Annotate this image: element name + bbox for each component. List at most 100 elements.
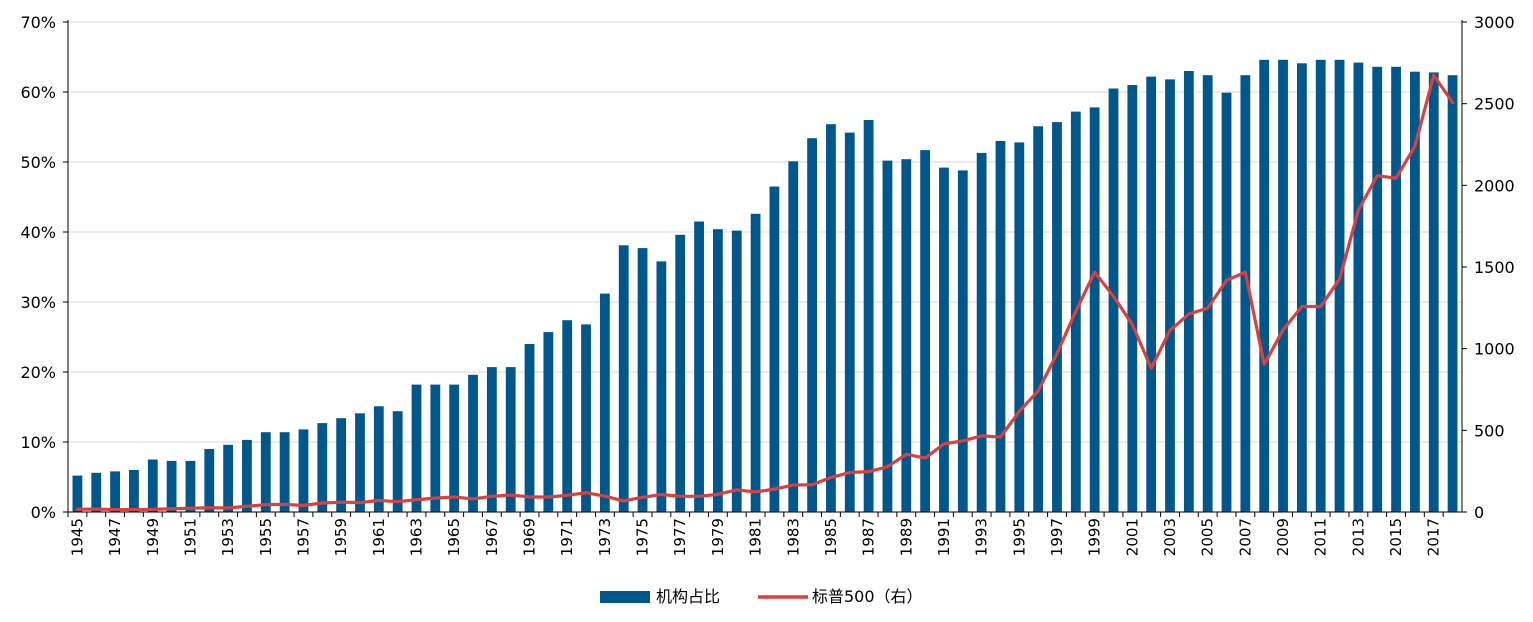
sp500-point-1957	[302, 504, 305, 507]
sp500-point-1972	[585, 492, 587, 494]
x-tick-label: 1975	[634, 518, 652, 556]
sp500-point-1976	[660, 493, 662, 496]
sp500-point-1949	[152, 508, 154, 510]
sp500-point-1947	[114, 508, 116, 511]
bar-1977	[675, 234, 686, 513]
x-tick-label: 2013	[1349, 518, 1367, 556]
bar-1948	[129, 470, 139, 512]
bar-2013	[1353, 62, 1364, 512]
bar-1958	[317, 423, 328, 512]
sp500-point-1958	[321, 502, 323, 504]
bar-1965	[449, 384, 460, 512]
sp500-point-1981	[754, 491, 757, 493]
bar-1945	[72, 475, 83, 512]
bar-1999	[1089, 107, 1100, 513]
bar-1967	[486, 367, 497, 512]
sp500-point-1971	[566, 494, 568, 496]
sp500-point-1990	[924, 457, 926, 459]
sp500-point-1997	[1056, 352, 1058, 355]
line-series-sp500	[75, 73, 1455, 512]
bar-2003	[1165, 79, 1175, 513]
x-tick-label: 1983	[784, 518, 802, 556]
bar-1946	[91, 472, 102, 512]
right-tick-label: 1000	[1474, 340, 1515, 359]
x-tick-label: 1951	[181, 518, 199, 556]
bar-1984	[807, 138, 817, 512]
bar-1949	[147, 459, 158, 512]
x-tick-label: 1953	[219, 518, 237, 556]
x-tick-label: 1947	[106, 518, 124, 556]
bar-1959	[336, 418, 347, 512]
sp500-point-1946	[95, 508, 97, 510]
bar-1953	[223, 444, 234, 512]
left-tick-label: 20%	[20, 363, 56, 382]
bar-2011	[1315, 59, 1326, 513]
x-tick-label: 1973	[596, 518, 614, 556]
sp500-point-1982	[773, 488, 776, 490]
bar-2005	[1202, 75, 1213, 512]
bar-1955	[260, 432, 271, 512]
bar-1980	[731, 230, 742, 512]
x-tick-label: 1987	[860, 518, 878, 556]
right-tick-label: 2000	[1474, 176, 1515, 195]
right-tick-label: 2500	[1474, 95, 1515, 114]
sp500-point-1983	[792, 484, 794, 486]
bar-2008	[1259, 59, 1270, 513]
sp500-point-2016	[1414, 145, 1416, 147]
sp500-point-1973	[604, 495, 606, 497]
x-tick-label: 1993	[973, 518, 991, 556]
bar-1976	[656, 261, 667, 512]
sp500-point-1994	[999, 436, 1002, 438]
bar-2014	[1372, 66, 1383, 513]
bar-1987	[863, 120, 874, 512]
bar-2012	[1334, 59, 1345, 513]
x-tick-label: 1945	[68, 518, 86, 556]
sp500-point-1991	[943, 443, 945, 445]
legend-label-line: 标普500（右）	[812, 587, 923, 606]
sp500-point-2004	[1188, 313, 1190, 315]
sp500-point-1964	[434, 497, 436, 499]
left-tick-label: 0%	[31, 503, 56, 522]
legend: 机构占比 标普500（右）	[600, 587, 923, 606]
bar-2009	[1278, 59, 1288, 513]
bar-1991	[939, 167, 949, 512]
sp500-point-2018	[1451, 101, 1454, 104]
bar-2016	[1410, 71, 1420, 512]
sp500-point-1996	[1037, 390, 1039, 392]
bar-1957	[298, 429, 309, 512]
x-tick-label: 1991	[935, 518, 953, 556]
sp500-point-1977	[679, 495, 681, 497]
x-tick-label: 1967	[483, 518, 501, 556]
x-tick-label: 2005	[1199, 518, 1217, 556]
bar-2010	[1296, 63, 1307, 513]
x-tick-label: 1971	[558, 518, 576, 556]
sp500-point-2009	[1282, 329, 1284, 331]
bar-2017	[1428, 72, 1439, 513]
bar-2007	[1240, 75, 1251, 512]
x-axis-tick-labels: 1945 1947 1949 1951 1953 1955 1957 1959 1961 1963…	[68, 518, 1442, 556]
bar-1969	[524, 344, 535, 512]
x-tick-label: 2017	[1425, 518, 1443, 556]
sp500-point-1954	[246, 505, 248, 507]
sp500-point-1956	[284, 503, 286, 505]
bar-1954	[242, 439, 252, 512]
sp500-point-1945	[76, 508, 79, 510]
bar-2018	[1447, 75, 1458, 512]
x-tick-label: 1963	[408, 518, 426, 556]
sp500-point-1988	[886, 466, 889, 468]
bar-1947	[110, 471, 120, 512]
sp500-point-1992	[962, 440, 964, 442]
x-tick-label: 1955	[257, 518, 275, 556]
bar-2001	[1127, 85, 1138, 512]
x-tick-label: 1985	[822, 518, 840, 556]
sp500-point-1950	[171, 508, 173, 510]
sp500-point-1989	[905, 453, 907, 455]
x-tick-label: 1965	[445, 518, 463, 556]
bar-1985	[826, 124, 836, 512]
sp500-point-1962	[397, 501, 399, 503]
bar-1994	[995, 141, 1006, 512]
bar-1952	[204, 449, 215, 512]
sp500-point-1985	[830, 476, 832, 479]
